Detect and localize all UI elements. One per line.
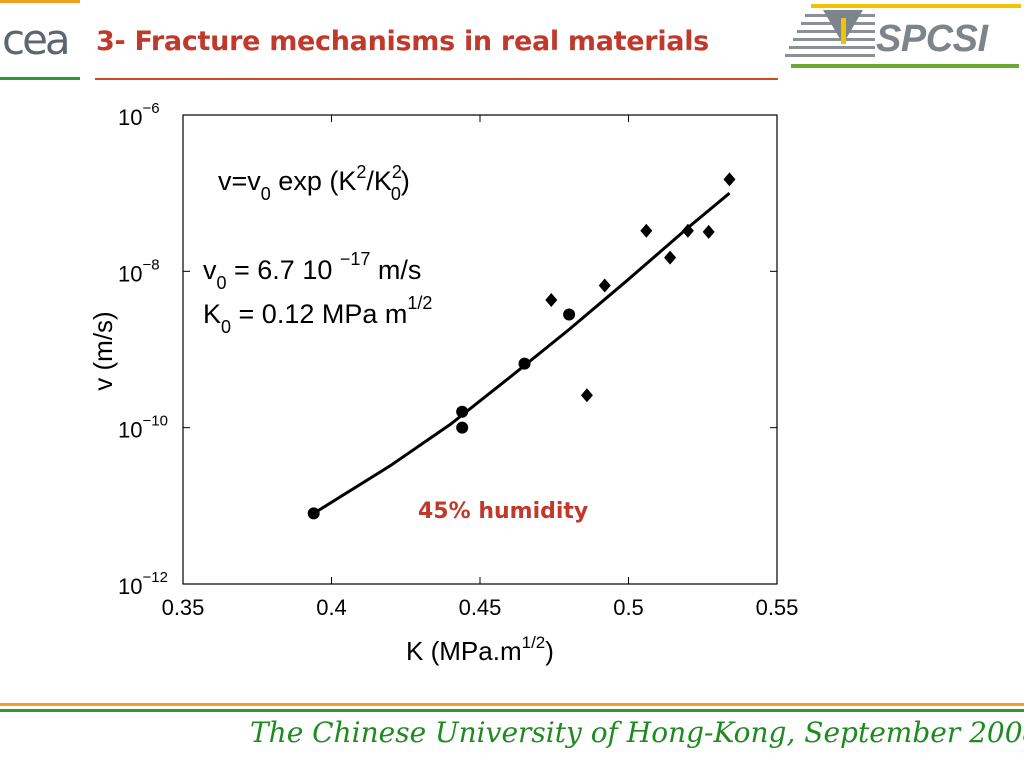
x-tick-label: 0.45 xyxy=(459,595,502,620)
data-point-diamond xyxy=(723,172,736,187)
x-tick-label: 0.5 xyxy=(613,595,644,620)
data-point-diamond xyxy=(664,250,677,265)
data-point-diamond xyxy=(640,223,653,238)
title-underline xyxy=(95,78,778,80)
slide-title: 3- Fracture mechanisms in real materials xyxy=(96,26,709,57)
y-axis-label: v (m/s) xyxy=(88,311,118,390)
footer-rule-green xyxy=(0,709,1024,712)
chart: 0.35 0.4 0.45 0.5 0.55 10−12 10−10 10−8 10−6 v (… xyxy=(88,100,799,666)
formula-annotation: v=v0 exp (K2/K2 0) xyxy=(218,162,410,204)
data-point-circle xyxy=(563,308,576,321)
y-tick-label: 10−6 xyxy=(118,100,160,130)
humidity-annotation: 45% humidity xyxy=(418,499,588,524)
header-rule-orange xyxy=(0,0,80,3)
data-point-circle xyxy=(456,405,469,418)
x-axis-label: K (MPa.m1/2) xyxy=(406,633,554,666)
x-tick-label: 0.4 xyxy=(316,595,347,620)
data-point-diamond xyxy=(545,292,558,307)
y-tick-label: 10−8 xyxy=(118,256,160,286)
data-point-diamond xyxy=(702,224,715,239)
header-rule-green xyxy=(0,77,80,80)
spcsi-logo xyxy=(785,4,1021,68)
footer-text: The Chinese University of Hong-Kong, Sep… xyxy=(250,716,1024,749)
footer-rule-orange xyxy=(0,703,1024,706)
y-tick-label: 10−10 xyxy=(118,413,168,443)
k0-annotation: K0 = 0.12 MPa m1/2 xyxy=(203,293,432,337)
data-point-diamond xyxy=(598,278,611,293)
v0-annotation: v0 = 6.7 10 −17 m/s xyxy=(203,249,421,293)
x-tick-label: 0.55 xyxy=(756,595,799,620)
cea-logo: cea xyxy=(2,15,71,64)
fit-line xyxy=(312,192,731,515)
data-point-diamond xyxy=(580,388,593,403)
y-tick-label: 10−12 xyxy=(118,569,168,599)
spcsi-logo-text: SPCSI xyxy=(876,18,988,60)
data-point-circle xyxy=(307,507,320,520)
data-point-diamond xyxy=(681,223,694,238)
data-point-circle xyxy=(518,357,531,370)
data-point-circle xyxy=(456,421,469,434)
x-tick-label: 0.35 xyxy=(162,595,205,620)
